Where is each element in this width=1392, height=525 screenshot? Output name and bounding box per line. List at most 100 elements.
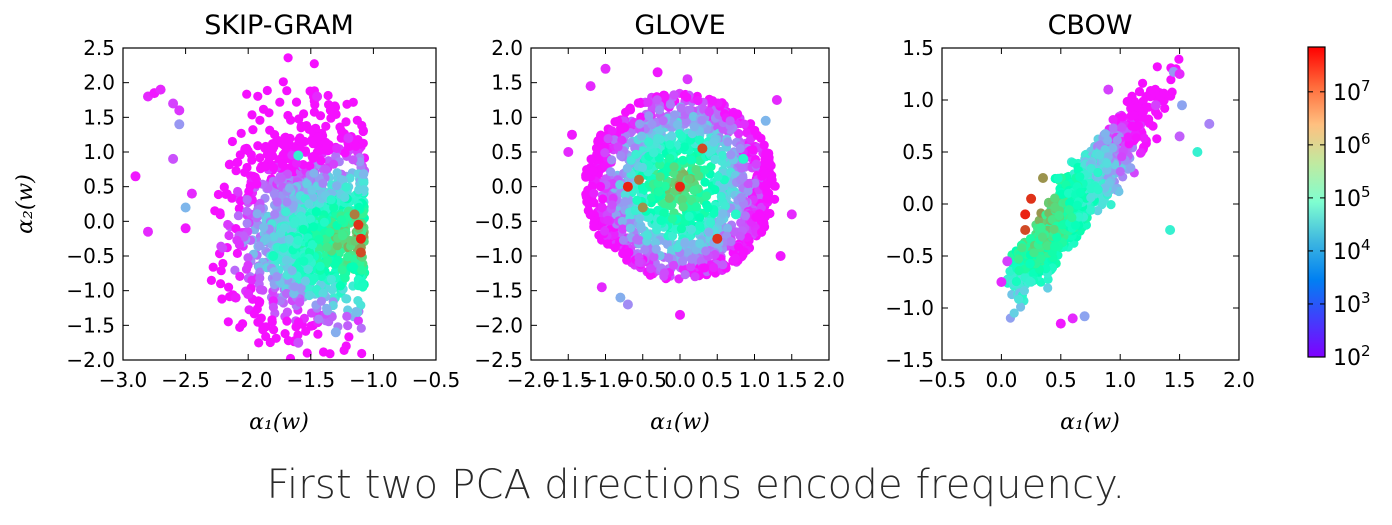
- cloud-point: [616, 124, 627, 134]
- scatter-point: [1067, 313, 1078, 324]
- cloud-point: [676, 103, 687, 113]
- cloud-point: [224, 282, 234, 292]
- cloud-point: [242, 89, 252, 99]
- cloud-point: [636, 221, 646, 231]
- cloud-point: [701, 246, 711, 256]
- cloud-point: [660, 181, 670, 191]
- cloud-point: [1011, 276, 1022, 287]
- cloud-point: [715, 216, 726, 226]
- cloud-point: [740, 211, 751, 221]
- cloud-point: [762, 187, 772, 197]
- cloud-point: [305, 214, 316, 224]
- caption: First two PCA directions encode frequenc…: [266, 462, 1126, 508]
- cloud-point: [589, 198, 599, 208]
- cloud-point: [631, 149, 641, 159]
- cloud-point: [253, 91, 263, 101]
- cloud-point: [313, 314, 324, 324]
- cloud-point: [351, 141, 361, 151]
- cloud-point: [1152, 134, 1162, 144]
- cloud-point: [597, 203, 607, 213]
- cloud-point: [1124, 139, 1134, 149]
- y-tick-label: −2.0: [474, 313, 523, 337]
- cloud-point: [1019, 286, 1029, 296]
- cloud-point: [256, 313, 266, 323]
- cloud-point: [281, 288, 292, 299]
- cloud-point: [737, 163, 747, 173]
- cloud-point: [1025, 276, 1035, 286]
- cloud-point: [751, 212, 761, 222]
- cloud-point: [258, 104, 269, 114]
- y-tick-label: 1.5: [83, 105, 115, 129]
- cloud-point: [358, 169, 369, 179]
- cloud-point: [632, 235, 642, 245]
- cloud-point: [313, 132, 323, 142]
- x-tick-label: 0.5: [1045, 368, 1077, 392]
- cloud-point: [1163, 21, 1172, 30]
- cloud-point: [338, 231, 348, 241]
- cloud-point: [309, 168, 319, 178]
- scatter-point: [268, 251, 279, 261]
- cloud-point: [624, 247, 634, 258]
- cloud-point: [261, 162, 271, 172]
- cloud-point: [1139, 133, 1149, 143]
- cloud-point: [607, 155, 617, 165]
- colorbar-gradient: [1307, 46, 1326, 358]
- cloud-point: [326, 113, 336, 123]
- cloud-point: [610, 117, 620, 127]
- cloud-point: [1036, 254, 1046, 264]
- cloud-point: [682, 247, 693, 257]
- scatter-point: [293, 150, 304, 161]
- cloud-point: [278, 243, 289, 253]
- cloud-point: [313, 329, 323, 339]
- cloud-point: [285, 353, 296, 360]
- cloud-point: [1086, 193, 1096, 203]
- cloud-point: [738, 172, 748, 183]
- cloud-point: [687, 129, 697, 139]
- y-tick-label: 2.0: [83, 71, 115, 95]
- cloud-point: [282, 197, 292, 207]
- cloud-point: [654, 126, 664, 136]
- cloud-point: [664, 193, 674, 203]
- skip-gram-x-axis-label: α₁(w): [249, 410, 309, 435]
- glove-plot: GLOVE −2.0−1.5−1.0−0.50.0 0.5 1.0 1.5 2.0 −2…: [474, 10, 844, 435]
- cloud-point: [287, 266, 297, 276]
- cloud-point: [269, 189, 280, 199]
- scatter-point: [760, 115, 771, 126]
- x-tick-label: 1.0: [739, 368, 771, 392]
- cloud-point: [340, 192, 350, 202]
- cloud-point: [342, 311, 352, 321]
- cloud-point: [272, 272, 282, 282]
- cloud-point: [1043, 283, 1053, 293]
- cloud-point: [668, 231, 678, 241]
- cloud-point: [665, 99, 676, 109]
- cloud-point: [603, 215, 613, 225]
- cloud-point: [304, 199, 314, 209]
- cloud-point: [265, 125, 275, 135]
- cloud-point: [326, 195, 336, 205]
- scatter-point: [1177, 100, 1187, 111]
- y-tick-label: 0.0: [902, 192, 934, 216]
- cloud-point: [318, 288, 328, 298]
- cloud-point: [750, 178, 760, 188]
- cloud-point: [1085, 205, 1096, 215]
- cloud-point: [291, 322, 301, 332]
- cloud-point: [316, 296, 326, 306]
- scatter-point: [1103, 84, 1114, 95]
- cloud-point: [243, 146, 253, 156]
- scatter-point: [712, 233, 723, 244]
- cloud-point: [217, 294, 227, 304]
- scatter-point: [1174, 131, 1185, 142]
- cloud-point: [233, 157, 243, 167]
- cloud-point: [687, 254, 697, 264]
- cloud-point: [299, 256, 309, 266]
- cloud-point: [242, 218, 252, 228]
- y-tick-label: 0.5: [83, 175, 115, 199]
- cloud-point: [643, 97, 653, 107]
- cloud-point: [1126, 163, 1136, 173]
- cloud-point: [252, 179, 262, 189]
- cloud-point: [700, 177, 710, 187]
- cloud-point: [290, 282, 300, 292]
- scatter-point: [675, 181, 685, 192]
- cloud-point: [725, 116, 735, 126]
- cloud-point: [695, 238, 705, 249]
